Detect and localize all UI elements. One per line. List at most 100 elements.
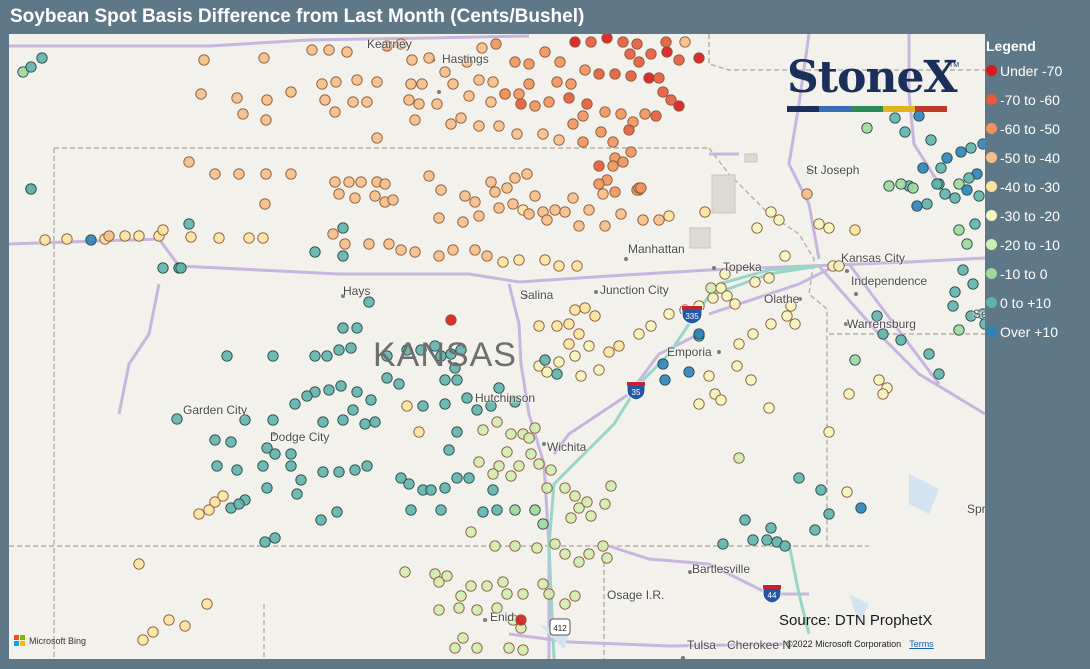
basis-point-marker[interactable] [301, 390, 313, 402]
basis-point-marker[interactable] [635, 182, 647, 194]
basis-point-marker[interactable] [541, 214, 553, 226]
basis-point-marker[interactable] [531, 542, 543, 554]
basis-point-marker[interactable] [765, 318, 777, 330]
basis-point-marker[interactable] [417, 400, 429, 412]
basis-point-marker[interactable] [193, 508, 205, 520]
basis-point-marker[interactable] [883, 180, 895, 192]
basis-point-marker[interactable] [953, 178, 965, 190]
basis-point-marker[interactable] [363, 296, 375, 308]
basis-point-marker[interactable] [469, 196, 481, 208]
basis-point-marker[interactable] [961, 184, 973, 196]
legend-item[interactable]: 0 to +10 [986, 288, 1086, 317]
basis-point-marker[interactable] [549, 204, 561, 216]
basis-point-marker[interactable] [401, 344, 413, 356]
basis-point-marker[interactable] [487, 468, 499, 480]
basis-point-marker[interactable] [861, 122, 873, 134]
basis-point-marker[interactable] [521, 168, 533, 180]
basis-point-marker[interactable] [733, 452, 745, 464]
basis-point-marker[interactable] [445, 314, 457, 326]
basis-point-marker[interactable] [551, 76, 563, 88]
basis-point-marker[interactable] [261, 94, 273, 106]
bing-attribution[interactable]: Microsoft Bing [14, 635, 86, 646]
basis-point-marker[interactable] [315, 514, 327, 526]
basis-point-marker[interactable] [501, 182, 513, 194]
basis-point-marker[interactable] [663, 308, 675, 320]
basis-point-marker[interactable] [823, 222, 835, 234]
basis-point-marker[interactable] [260, 168, 272, 180]
basis-point-marker[interactable] [513, 460, 525, 472]
basis-point-marker[interactable] [779, 540, 791, 552]
basis-point-marker[interactable] [907, 182, 919, 194]
legend-item[interactable]: -10 to 0 [986, 259, 1086, 288]
basis-point-marker[interactable] [659, 374, 671, 386]
basis-point-marker[interactable] [715, 394, 727, 406]
basis-point-marker[interactable] [259, 536, 271, 548]
basis-point-marker[interactable] [623, 124, 635, 136]
basis-point-marker[interactable] [319, 94, 331, 106]
basis-point-marker[interactable] [925, 134, 937, 146]
basis-point-marker[interactable] [679, 36, 691, 48]
basis-point-marker[interactable] [399, 566, 411, 578]
basis-point-marker[interactable] [585, 36, 597, 48]
basis-point-marker[interactable] [957, 264, 969, 276]
basis-point-marker[interactable] [441, 570, 453, 582]
basis-point-marker[interactable] [763, 272, 775, 284]
basis-point-marker[interactable] [381, 372, 393, 384]
basis-point-marker[interactable] [977, 138, 985, 150]
basis-point-marker[interactable] [477, 506, 489, 518]
basis-point-marker[interactable] [493, 202, 505, 214]
basis-point-marker[interactable] [395, 244, 407, 256]
basis-point-marker[interactable] [765, 522, 777, 534]
basis-point-marker[interactable] [341, 46, 353, 58]
basis-point-marker[interactable] [703, 370, 715, 382]
basis-point-marker[interactable] [435, 184, 447, 196]
basis-point-marker[interactable] [405, 504, 417, 516]
basis-point-marker[interactable] [39, 234, 51, 246]
basis-point-marker[interactable] [739, 514, 751, 526]
basis-point-marker[interactable] [17, 66, 29, 78]
basis-point-marker[interactable] [361, 460, 373, 472]
basis-point-marker[interactable] [599, 106, 611, 118]
basis-point-marker[interactable] [347, 404, 359, 416]
basis-point-marker[interactable] [653, 72, 665, 84]
basis-point-marker[interactable] [773, 214, 785, 226]
basis-point-marker[interactable] [567, 192, 579, 204]
basis-point-marker[interactable] [579, 64, 591, 76]
basis-point-marker[interactable] [337, 250, 349, 262]
basis-point-marker[interactable] [317, 416, 329, 428]
basis-point-marker[interactable] [347, 96, 359, 108]
basis-point-marker[interactable] [815, 484, 827, 496]
basis-point-marker[interactable] [451, 472, 463, 484]
basis-point-marker[interactable] [509, 172, 521, 184]
basis-point-marker[interactable] [351, 74, 363, 86]
basis-point-marker[interactable] [331, 506, 343, 518]
basis-point-marker[interactable] [617, 36, 629, 48]
basis-point-marker[interactable] [455, 590, 467, 602]
basis-point-marker[interactable] [575, 370, 587, 382]
basis-point-marker[interactable] [559, 482, 571, 494]
basis-point-marker[interactable] [497, 576, 509, 588]
basis-point-marker[interactable] [485, 96, 497, 108]
basis-point-marker[interactable] [233, 498, 245, 510]
basis-point-marker[interactable] [511, 128, 523, 140]
basis-point-marker[interactable] [911, 200, 923, 212]
basis-point-marker[interactable] [359, 418, 371, 430]
basis-point-marker[interactable] [447, 244, 459, 256]
interstate-shield-44[interactable]: 44 [762, 584, 782, 604]
basis-point-marker[interactable] [491, 504, 503, 516]
basis-point-marker[interactable] [855, 502, 867, 514]
basis-point-marker[interactable] [599, 220, 611, 232]
basis-point-marker[interactable] [583, 204, 595, 216]
basis-point-marker[interactable] [221, 350, 233, 362]
basis-point-marker[interactable] [513, 254, 525, 266]
basis-point-marker[interactable] [393, 378, 405, 390]
basis-point-marker[interactable] [529, 100, 541, 112]
basis-point-marker[interactable] [717, 538, 729, 550]
basis-point-marker[interactable] [445, 348, 457, 360]
basis-point-marker[interactable] [257, 232, 269, 244]
terms-link[interactable]: Terms [909, 639, 934, 649]
basis-point-marker[interactable] [949, 286, 961, 298]
basis-point-marker[interactable] [481, 580, 493, 592]
basis-point-marker[interactable] [363, 238, 375, 250]
basis-point-marker[interactable] [333, 344, 345, 356]
